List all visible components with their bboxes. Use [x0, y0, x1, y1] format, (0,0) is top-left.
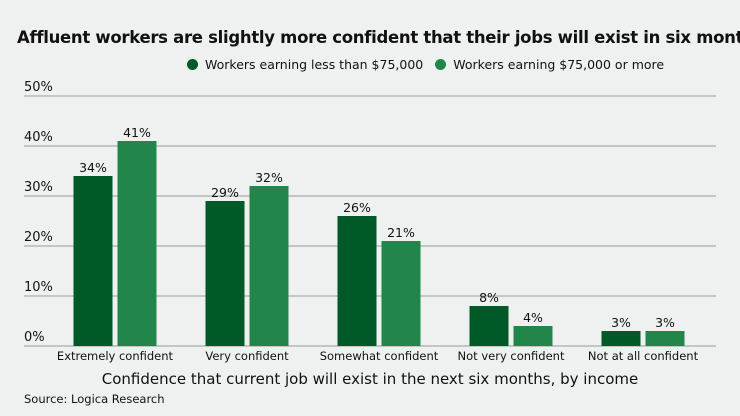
bar [249, 186, 289, 346]
chart-title: Affluent workers are slightly more confi… [17, 28, 740, 47]
y-tick-label: 40% [24, 130, 53, 145]
source-note: Source: Logica Research [24, 392, 165, 406]
legend-swatch-over-75k [435, 59, 447, 70]
x-axis-ticks: Extremely confident Very confident Somewha… [57, 349, 699, 363]
data-label: 3% [655, 315, 675, 330]
data-label: 29% [211, 185, 239, 200]
bar [205, 201, 245, 346]
data-label: 8% [479, 290, 499, 305]
x-tick-label: Somewhat confident [320, 349, 439, 363]
y-axis-ticks: 0% 10% 20% 30% 40% 50% [24, 80, 53, 345]
bar [117, 141, 157, 346]
bar [337, 216, 377, 346]
x-axis-title: Confidence that current job will exist i… [101, 370, 639, 388]
y-tick-label: 0% [24, 330, 45, 345]
x-tick-label: Not very confident [458, 349, 565, 363]
legend: Workers earning less than $75,000 Worker… [187, 57, 676, 72]
data-label: 4% [523, 310, 543, 325]
y-tick-label: 30% [24, 180, 53, 195]
legend-item-over-75k: Workers earning $75,000 or more [435, 57, 664, 72]
data-label: 34% [79, 160, 107, 175]
bar [601, 331, 641, 346]
data-label: 26% [343, 200, 371, 215]
bar [381, 241, 421, 346]
data-labels: 34% 41% 29% 32% 26% 21% 8% 4% 3% 3% [79, 125, 675, 330]
bar [73, 176, 113, 346]
y-tick-label: 20% [24, 230, 53, 245]
y-tick-label: 50% [24, 80, 53, 95]
data-label: 41% [123, 125, 151, 140]
data-label: 32% [255, 170, 283, 185]
y-tick-label: 10% [24, 280, 53, 295]
bar [513, 326, 553, 346]
x-tick-label: Extremely confident [57, 349, 174, 363]
x-tick-label: Very confident [205, 349, 289, 363]
legend-label-over-75k: Workers earning $75,000 or more [453, 57, 665, 72]
data-label: 21% [387, 225, 415, 240]
x-tick-label: Not at all confident [588, 349, 699, 363]
bar [469, 306, 509, 346]
legend-label-under-75k: Workers earning less than $75,000 [205, 57, 424, 72]
legend-item-under-75k: Workers earning less than $75,000 [187, 57, 423, 72]
data-label: 3% [611, 315, 631, 330]
legend-swatch-under-75k [187, 59, 198, 70]
bars [73, 141, 685, 346]
bar [645, 331, 685, 346]
